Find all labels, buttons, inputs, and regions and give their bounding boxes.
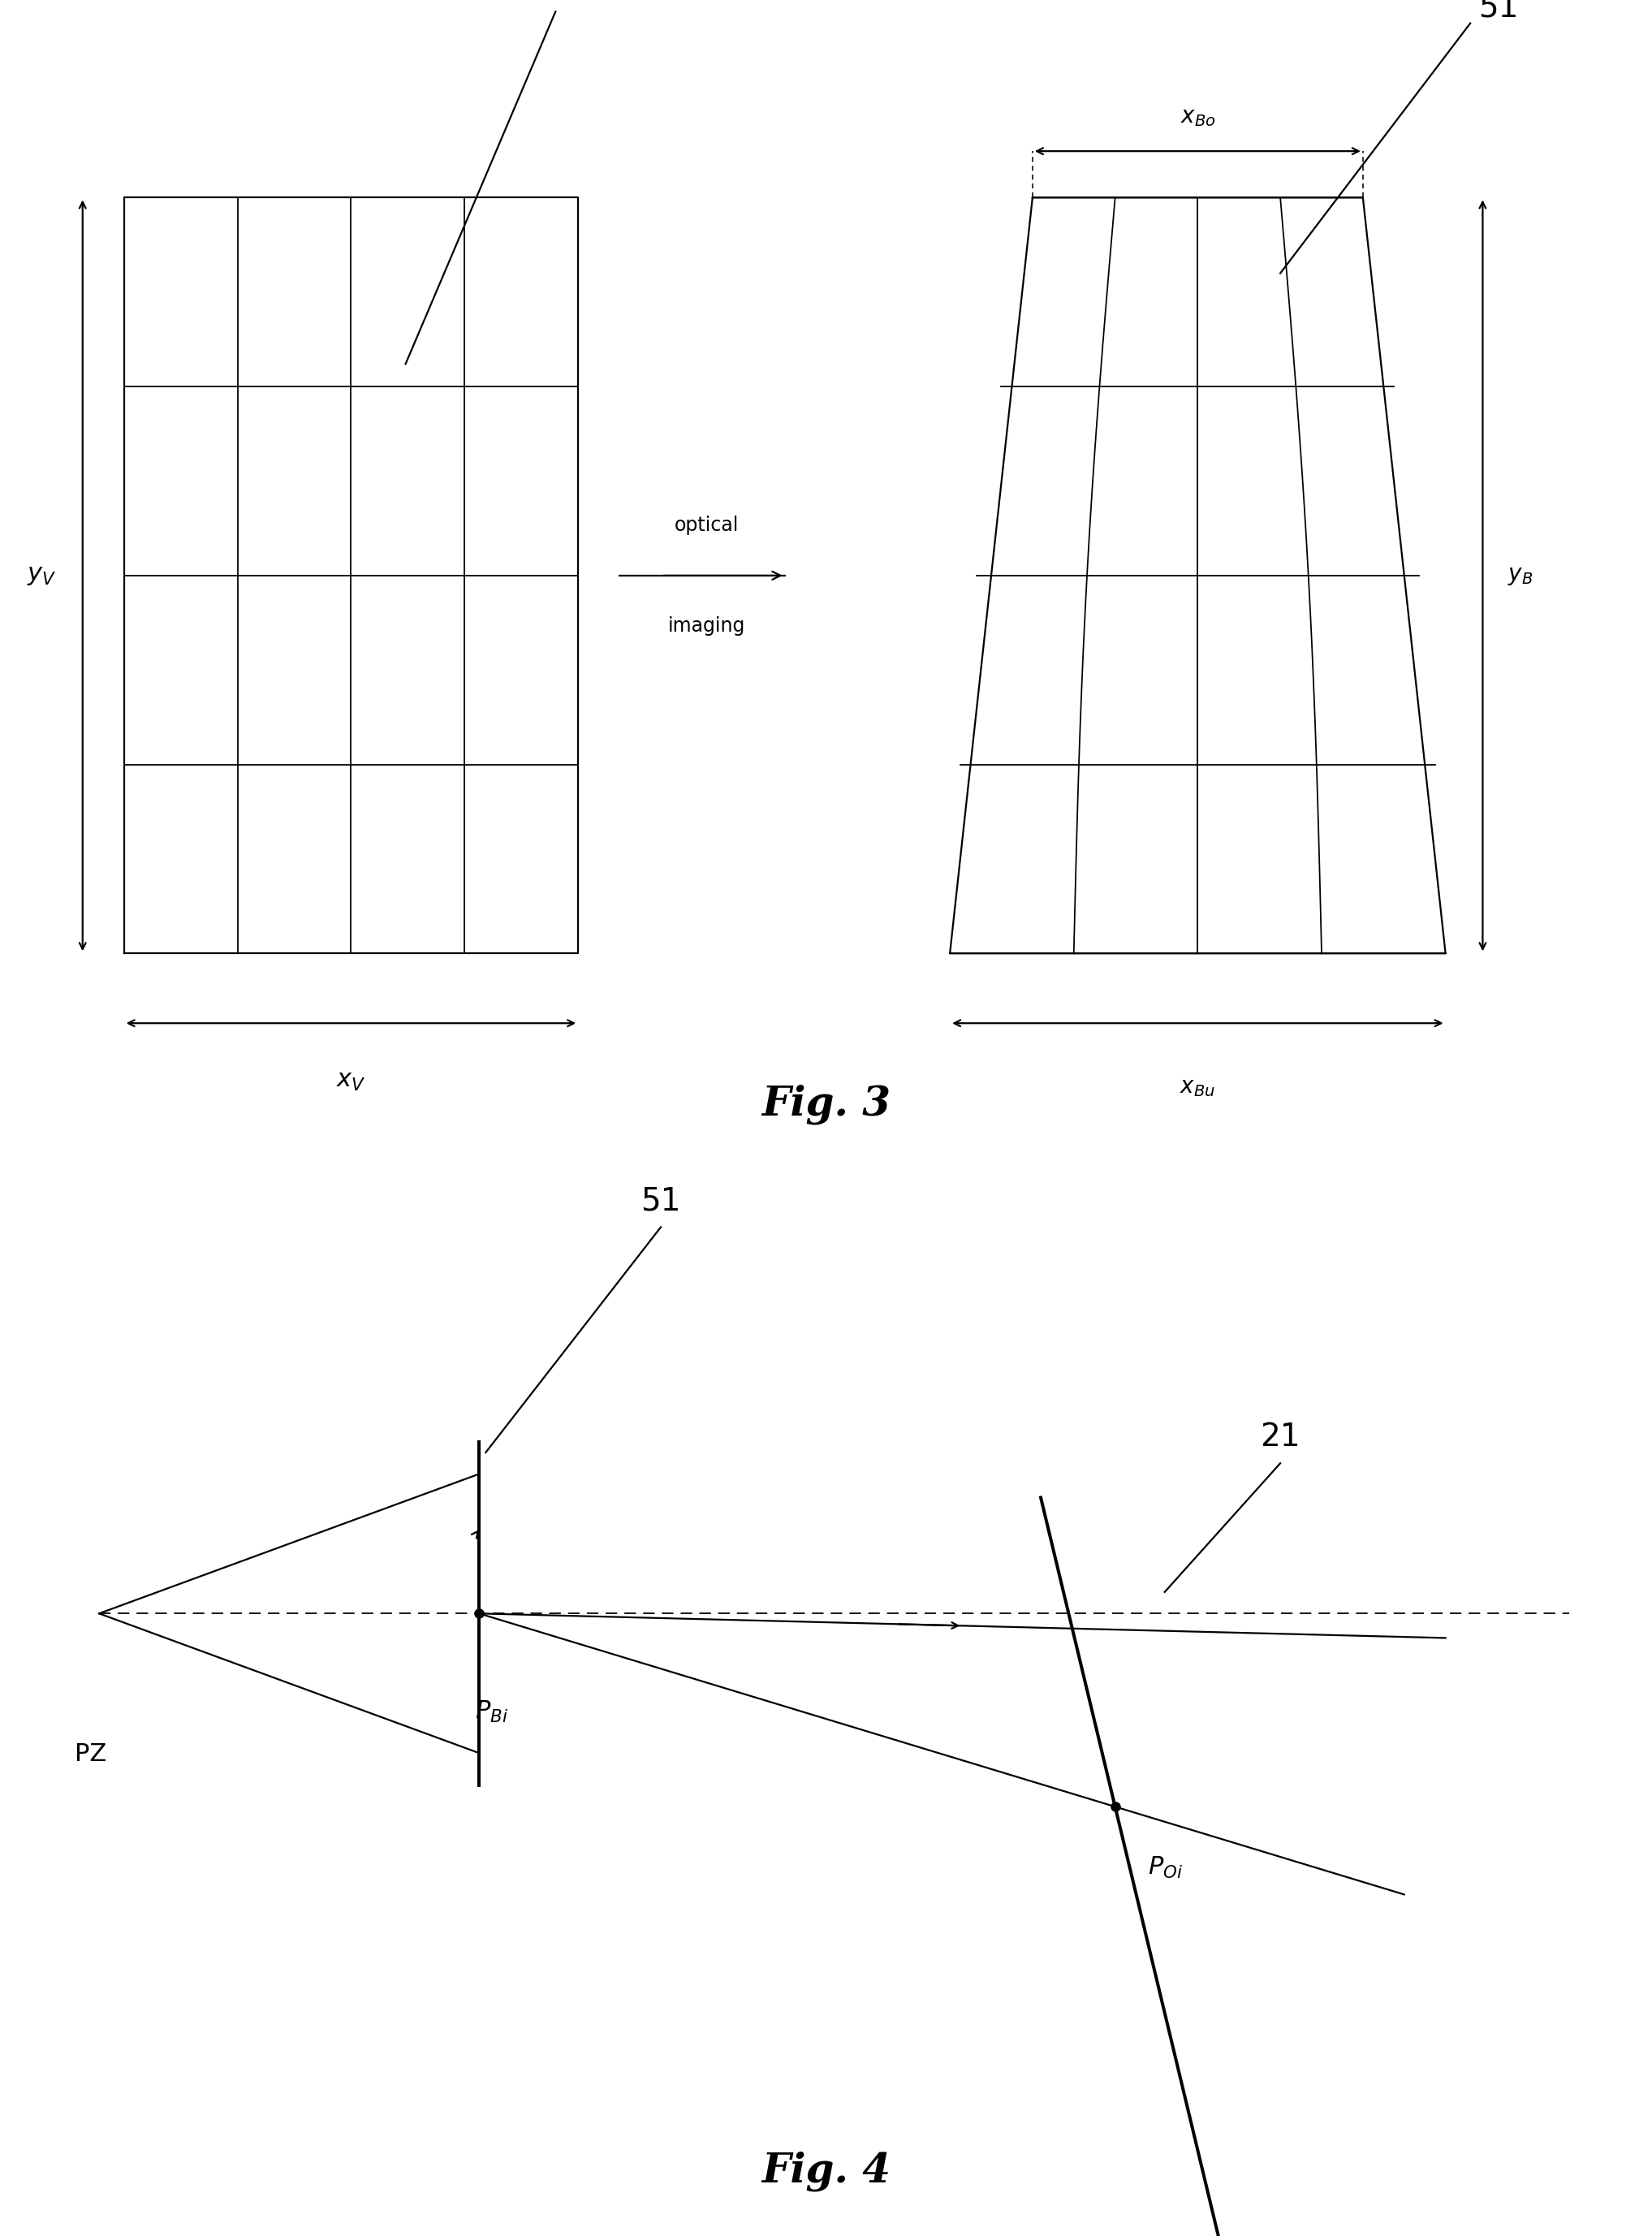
Text: 31: 31: [563, 0, 605, 7]
Text: $x_{Bu}$: $x_{Bu}$: [1180, 1076, 1216, 1098]
Text: $y_V$: $y_V$: [26, 563, 56, 588]
Text: $P_{Oi}$: $P_{Oi}$: [1148, 1856, 1183, 1880]
Text: 51: 51: [641, 1185, 681, 1216]
Text: $P_{Bi}$: $P_{Bi}$: [474, 1699, 509, 1724]
Text: $y_B$: $y_B$: [1508, 563, 1533, 586]
Text: $x_{Bo}$: $x_{Bo}$: [1180, 105, 1216, 127]
Text: 51: 51: [1479, 0, 1518, 22]
Text: PZ: PZ: [74, 1742, 106, 1766]
Text: optical: optical: [674, 514, 738, 534]
Text: 21: 21: [1260, 1422, 1300, 1453]
Text: $x_V$: $x_V$: [335, 1069, 367, 1093]
Text: imaging: imaging: [667, 617, 745, 635]
Text: Fig. 4: Fig. 4: [762, 2151, 890, 2191]
Text: Fig. 3: Fig. 3: [762, 1084, 890, 1125]
